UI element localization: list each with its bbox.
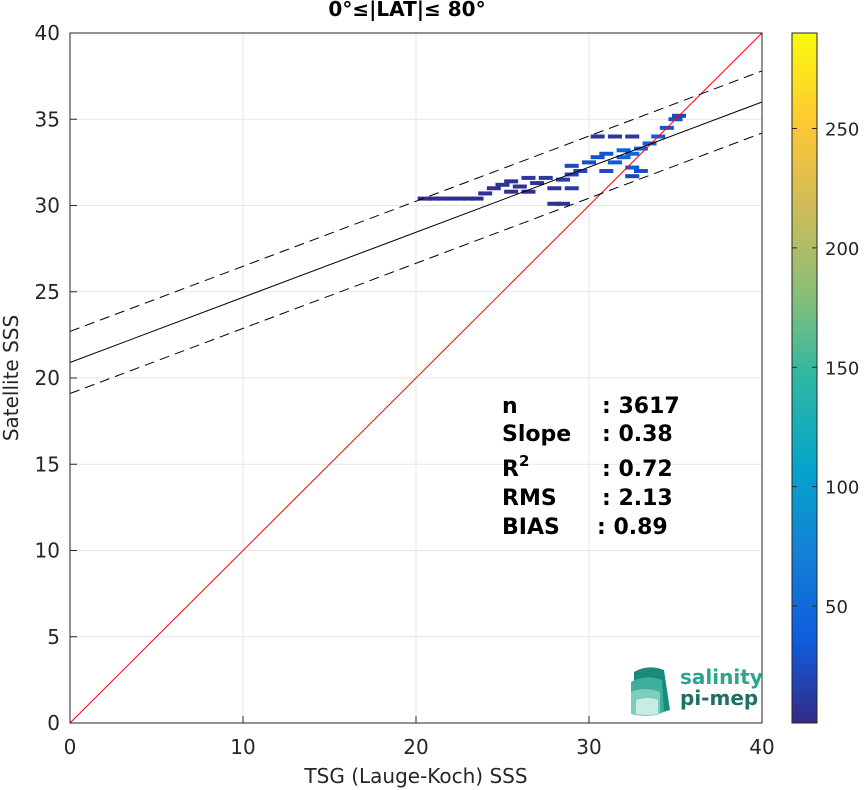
stat-r2-base: R [502, 457, 519, 482]
data-point [426, 196, 441, 201]
x-tick-label: 40 [749, 735, 774, 759]
colorbar-tick-label: 50 [825, 597, 848, 618]
stat-rms-value: : 2.13 [602, 486, 673, 511]
data-point [633, 169, 648, 173]
colorbar-tick-label: 100 [825, 478, 859, 499]
data-point [538, 175, 553, 180]
stat-r2-value: : 0.72 [602, 457, 673, 482]
y-tick-label: 0 [47, 711, 60, 735]
data-point [556, 177, 571, 182]
data-point [434, 196, 449, 201]
stat-slope-value: : 0.38 [602, 422, 673, 447]
data-point [616, 155, 631, 160]
data-point [625, 151, 640, 156]
salinity-pimep-logo: salinity pi-mep [631, 665, 763, 716]
data-point [521, 175, 536, 180]
colorbar-tick-label: 150 [825, 358, 859, 379]
stat-bias-label: BIAS [502, 515, 560, 540]
data-point [642, 141, 657, 146]
data-point [452, 196, 467, 201]
data-point [512, 184, 527, 189]
stat-bias-value: : 0.89 [597, 515, 668, 540]
data-point [486, 186, 501, 191]
data-point [573, 169, 588, 173]
stat-slope-label: Slope [502, 422, 571, 447]
colorbar-tick-label: 250 [825, 120, 859, 141]
data-point [504, 179, 519, 184]
data-point [607, 160, 622, 165]
x-axis-ticks: 0 10 20 30 40 [64, 716, 775, 759]
y-tick-label: 35 [35, 107, 60, 131]
data-point [625, 134, 640, 139]
data-point [530, 181, 545, 186]
data-point [590, 134, 605, 139]
data-point [607, 134, 622, 139]
lower-bound-line [69, 132, 763, 394]
data-point [478, 191, 493, 196]
colorbar-ticks: 50 100 150 200 250 [792, 120, 859, 618]
stat-n-label: n [502, 394, 518, 419]
colorbar-tick-label: 200 [825, 239, 859, 260]
colorbar [791, 32, 818, 724]
logo-text-line2: pi-mep [680, 686, 758, 710]
data-point [556, 201, 571, 206]
chart-title: 0°≤|LAT|≤ 80° [328, 0, 485, 21]
y-tick-label: 40 [35, 21, 60, 45]
x-tick-label: 20 [403, 735, 428, 759]
y-tick-label: 30 [35, 194, 60, 218]
data-point [417, 196, 432, 201]
data-point [590, 155, 605, 160]
y-axis-label: Satellite SSS [0, 315, 23, 441]
data-point [616, 148, 631, 153]
x-tick-label: 10 [230, 735, 255, 759]
data-point [599, 169, 614, 173]
logo-waves-icon [631, 667, 670, 716]
x-tick-label: 30 [576, 735, 601, 759]
one-to-one-line [69, 32, 763, 724]
upper-bound-line [69, 70, 763, 332]
data-point [547, 186, 562, 191]
logo-text-line1: salinity [680, 665, 763, 689]
data-point [633, 146, 648, 151]
data-point [625, 174, 640, 179]
data-point [547, 201, 562, 206]
stat-r2-sup: 2 [519, 452, 529, 470]
data-point [469, 196, 484, 201]
data-point [599, 151, 614, 156]
data-point [460, 196, 475, 201]
y-tick-label: 15 [35, 452, 60, 476]
fit-lines [69, 32, 763, 724]
y-tick-label: 25 [35, 280, 60, 304]
x-tick-label: 0 [64, 735, 77, 759]
data-point [504, 189, 519, 194]
data-point [495, 182, 510, 187]
data-point [564, 186, 579, 191]
regression-line [69, 101, 763, 363]
stat-n-value: : 3617 [602, 394, 680, 419]
data-point [582, 160, 596, 165]
y-tick-label: 10 [35, 539, 60, 563]
data-point [625, 165, 640, 170]
stat-rms-label: RMS [502, 486, 557, 511]
data-point [564, 163, 579, 168]
data-point [443, 196, 458, 201]
x-axis-label: TSG (Lauge-Koch) SSS [303, 764, 527, 788]
y-axis-ticks: 0 5 10 15 20 25 30 35 40 [35, 21, 77, 735]
stat-r2-label: R2 [502, 452, 529, 482]
y-tick-label: 20 [35, 366, 60, 390]
data-point [564, 172, 579, 177]
stats-box: n : 3617 Slope : 0.38 R2 : 0.72 RMS : 2.… [502, 394, 680, 540]
y-tick-label: 5 [47, 625, 60, 649]
data-point [521, 189, 536, 194]
